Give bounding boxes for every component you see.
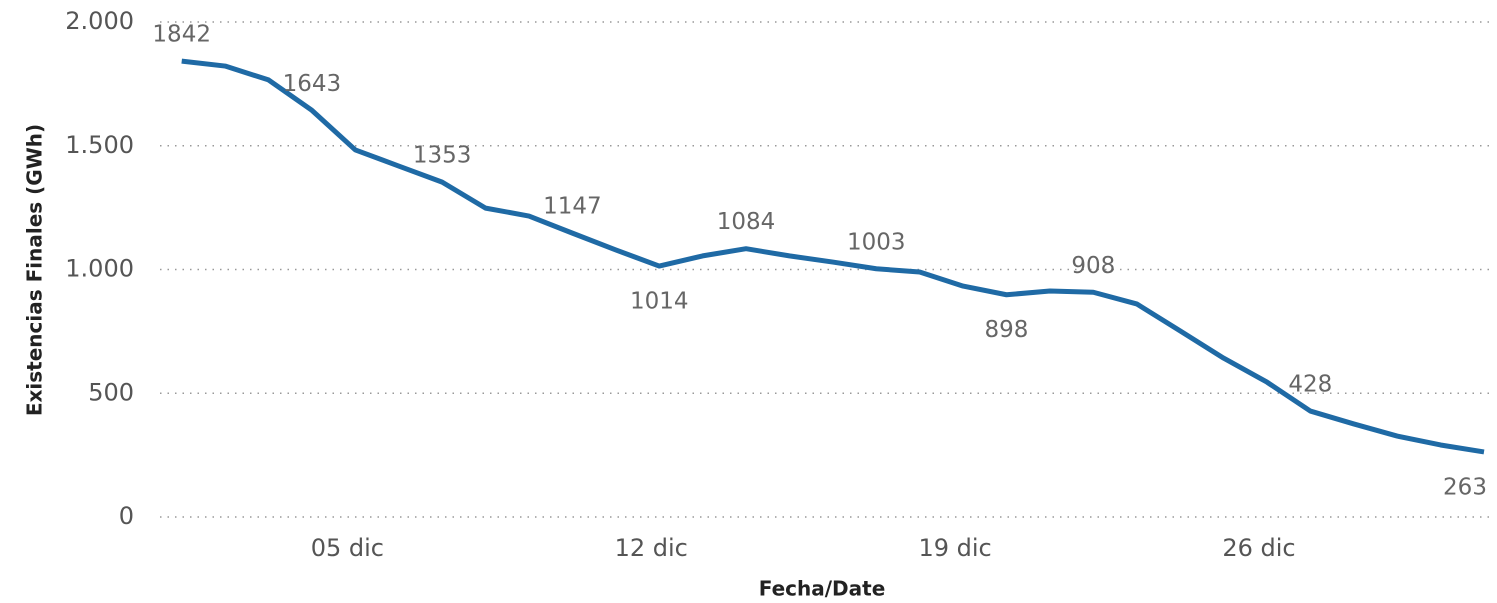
data-label: 898 <box>985 317 1029 343</box>
x-tick-label: 19 dic <box>918 534 991 562</box>
x-axis-title: Fecha/Date <box>759 577 886 601</box>
data-label: 263 <box>1443 474 1487 500</box>
data-label: 1842 <box>152 22 211 48</box>
y-tick-label: 0 <box>119 502 134 530</box>
y-tick-label: 1.500 <box>65 131 134 159</box>
y-tick-label: 1.000 <box>65 255 134 283</box>
data-label: 1643 <box>283 71 342 97</box>
line <box>181 58 1485 455</box>
x-tick-label: 26 dic <box>1222 534 1295 562</box>
data-label: 1147 <box>543 194 602 220</box>
y-tick-label: 500 <box>88 378 134 406</box>
data-label: 1084 <box>717 209 776 235</box>
y-tick-label: 2.000 <box>65 7 134 35</box>
data-label: 908 <box>1071 253 1115 279</box>
data-label: 1353 <box>413 143 472 169</box>
x-tick-label: 05 dic <box>311 534 384 562</box>
y-axis-title: Existencias Finales (GWh) <box>23 124 47 416</box>
data-label: 1014 <box>630 289 689 315</box>
data-label: 1003 <box>847 229 906 255</box>
data-label: 428 <box>1288 372 1332 398</box>
x-tick-label: 12 dic <box>615 534 688 562</box>
